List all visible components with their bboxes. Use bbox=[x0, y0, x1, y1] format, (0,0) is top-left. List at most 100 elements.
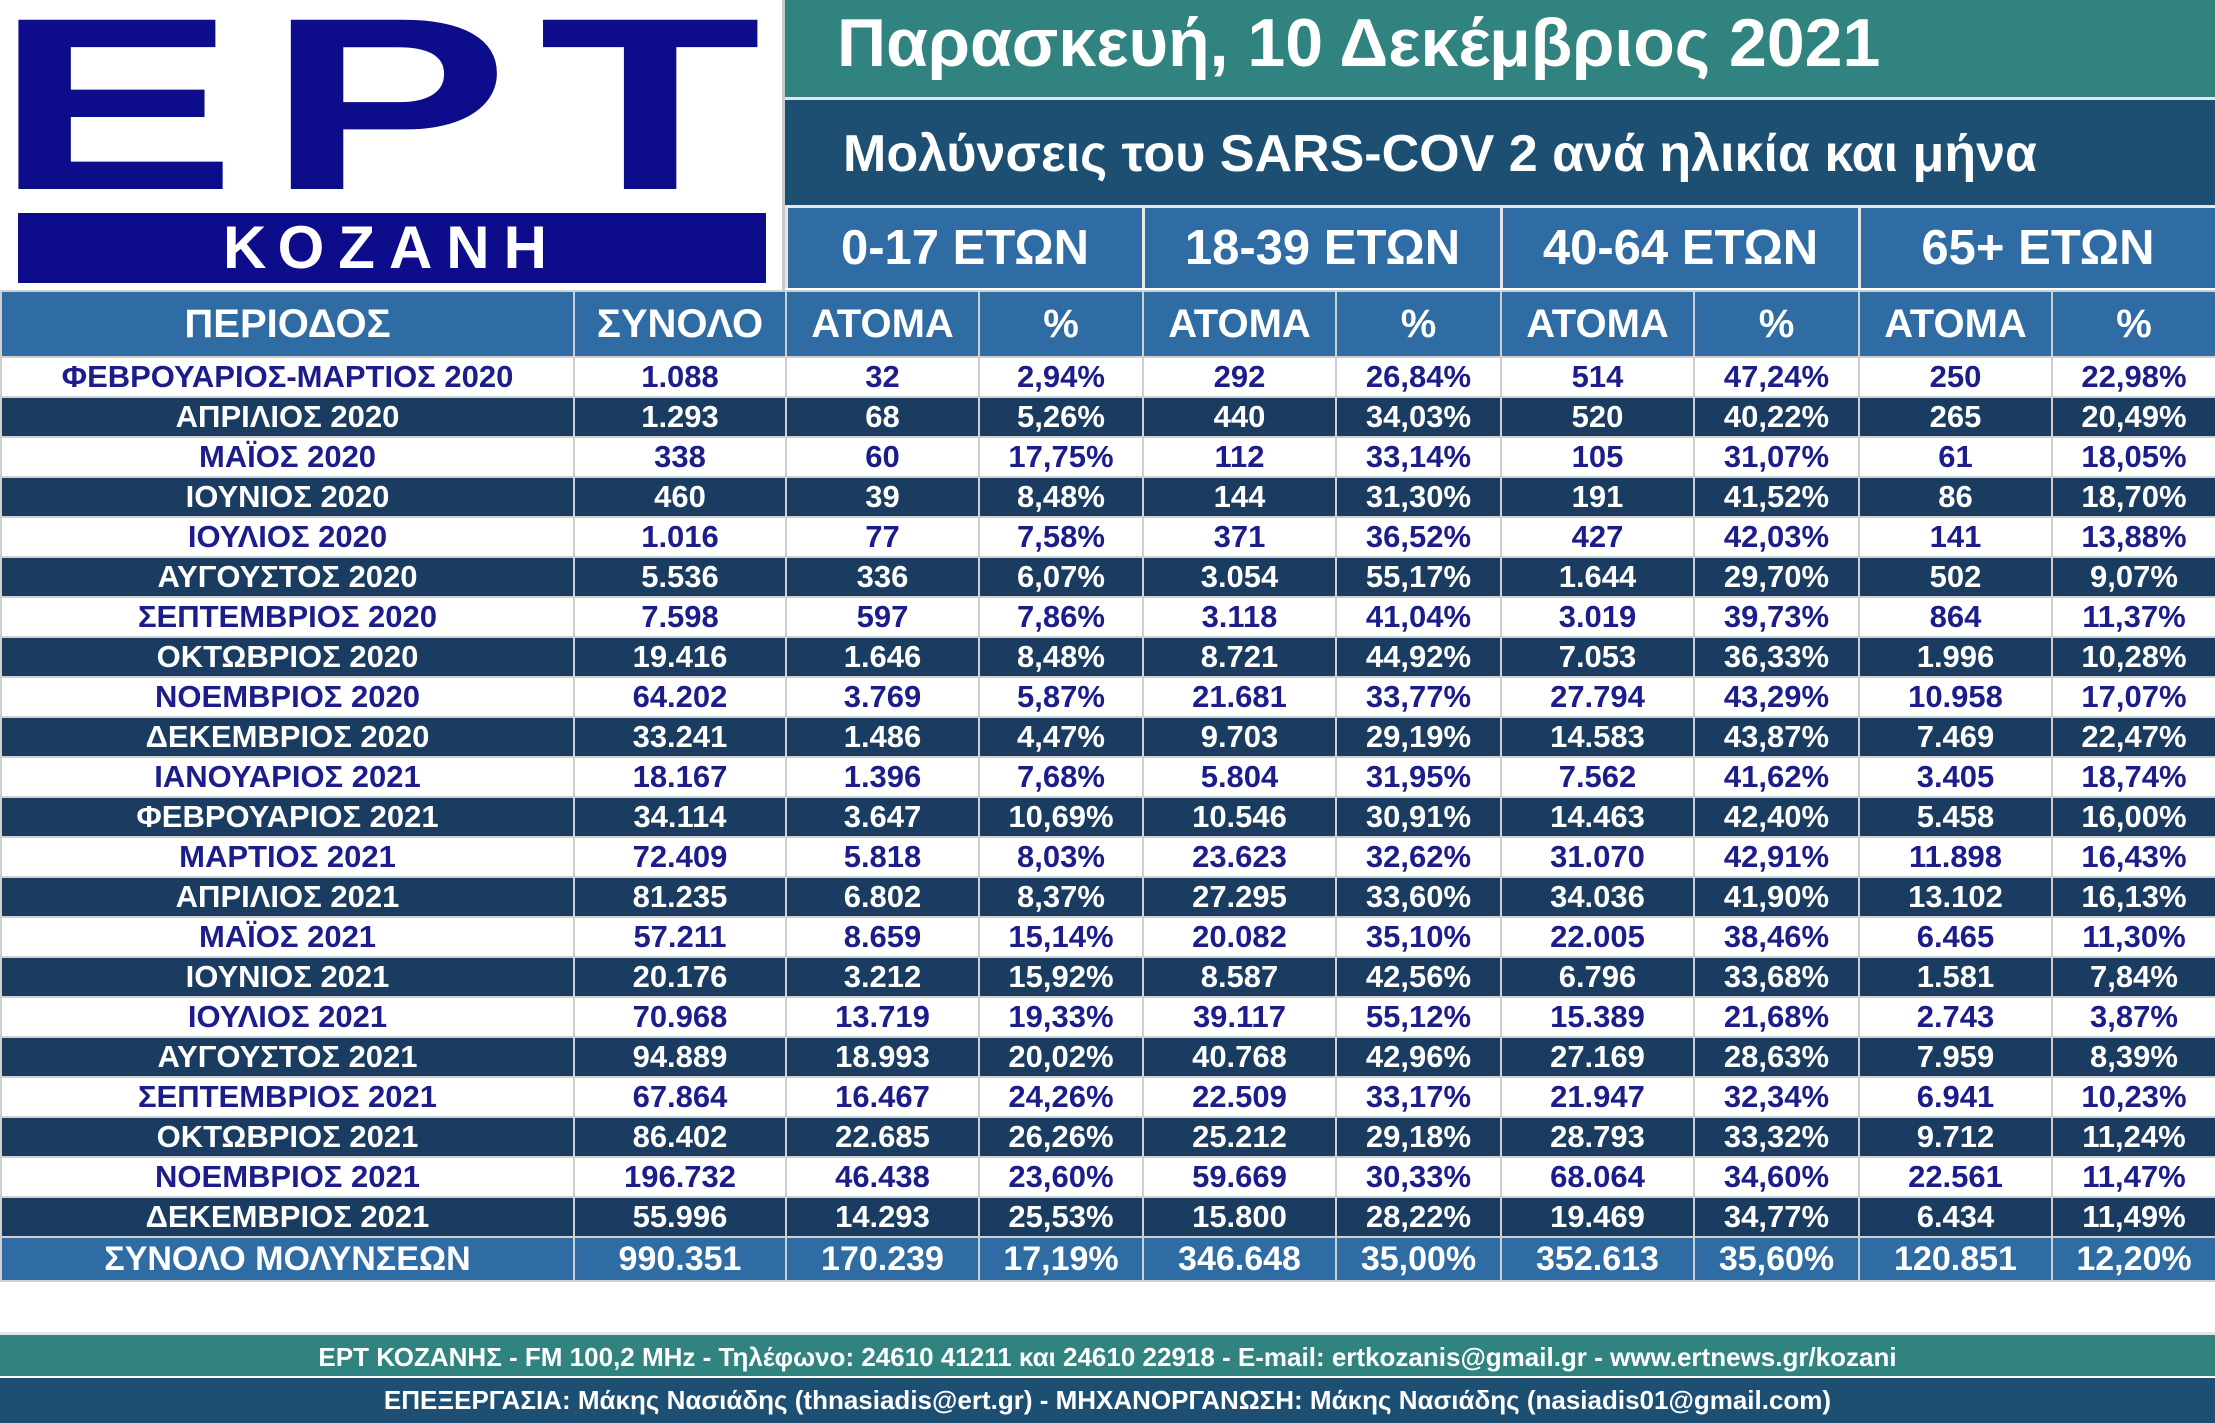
value-cell: 42,91% bbox=[1693, 836, 1860, 878]
period-cell: ΔΕΚΕΜΒΡΙΟΣ 2020 bbox=[0, 716, 575, 758]
value-cell: 33,77% bbox=[1335, 676, 1502, 718]
value-cell: 7,86% bbox=[978, 596, 1144, 638]
value-cell: 336 bbox=[785, 556, 980, 598]
value-cell: 10,69% bbox=[978, 796, 1144, 838]
value-cell: 5.804 bbox=[1142, 756, 1337, 798]
value-cell: 427 bbox=[1500, 516, 1695, 558]
value-cell: 44,92% bbox=[1335, 636, 1502, 678]
value-cell: 7.469 bbox=[1858, 716, 2053, 758]
value-cell: 21.681 bbox=[1142, 676, 1337, 718]
period-cell: ΙΟΥΝΙΟΣ 2020 bbox=[0, 476, 575, 518]
value-cell: 31,30% bbox=[1335, 476, 1502, 518]
value-cell: 10,28% bbox=[2051, 636, 2215, 678]
value-cell: 8.721 bbox=[1142, 636, 1337, 678]
value-cell: 35,10% bbox=[1335, 916, 1502, 958]
table-row: ΦΕΒΡΟΥΑΡΙΟΣ 2021 34.114 3.647 10,69% 10.546 3… bbox=[0, 796, 2215, 838]
value-cell: 17,75% bbox=[978, 436, 1144, 478]
value-cell: 460 bbox=[573, 476, 787, 518]
value-cell: 9.712 bbox=[1858, 1116, 2053, 1158]
value-cell: 33,60% bbox=[1335, 876, 1502, 918]
age-group-65-plus: 65+ ΕΤΩΝ bbox=[1858, 208, 2215, 288]
age-group-18-39: 18-39 ΕΤΩΝ bbox=[1142, 208, 1500, 288]
value-cell: 520 bbox=[1500, 396, 1695, 438]
age-group-header: 0-17 ΕΤΩΝ 18-39 ΕΤΩΝ 40-64 ΕΤΩΝ 65+ ΕΤΩΝ bbox=[785, 208, 2215, 290]
value-cell: 32,62% bbox=[1335, 836, 1502, 878]
value-cell: 3,87% bbox=[2051, 996, 2215, 1038]
footer-credits: ΕΠΕΞΕΡΓΑΣΙΑ: Μάκης Νασιάδης (thnasiadis@… bbox=[0, 1378, 2215, 1423]
value-cell: 13,88% bbox=[2051, 516, 2215, 558]
value-cell: 7,68% bbox=[978, 756, 1144, 798]
period-cell: ΔΕΚΕΜΒΡΙΟΣ 2021 bbox=[0, 1196, 575, 1238]
value-cell: 32 bbox=[785, 356, 980, 398]
table-row: ΑΥΓΟΥΣΤΟΣ 2021 94.889 18.993 20,02% 40.768 42… bbox=[0, 1036, 2215, 1078]
value-cell: 27.794 bbox=[1500, 676, 1695, 718]
value-cell: 27.295 bbox=[1142, 876, 1337, 918]
value-cell: 68.064 bbox=[1500, 1156, 1695, 1198]
value-cell: 30,33% bbox=[1335, 1156, 1502, 1198]
value-cell: 26,84% bbox=[1335, 356, 1502, 398]
table-row: ΦΕΒΡΟΥΑΡΙΟΣ-ΜΑΡΤΙΟΣ 2020 1.088 32 2,94% 292 2… bbox=[0, 356, 2215, 398]
value-cell: 32,34% bbox=[1693, 1076, 1860, 1118]
col-header-total: ΣΥΝΟΛΟ bbox=[573, 290, 787, 358]
total-cell: 170.239 bbox=[785, 1236, 980, 1282]
value-cell: 8,03% bbox=[978, 836, 1144, 878]
value-cell: 86 bbox=[1858, 476, 2053, 518]
value-cell: 19.416 bbox=[573, 636, 787, 678]
logo-band bbox=[18, 213, 766, 283]
period-cell: ΙΟΥΝΙΟΣ 2021 bbox=[0, 956, 575, 998]
value-cell: 27.169 bbox=[1500, 1036, 1695, 1078]
period-cell: ΜΑΡΤΙΟΣ 2021 bbox=[0, 836, 575, 878]
total-label: ΣΥΝΟΛΟ ΜΟΛΥΝΣΕΩΝ bbox=[0, 1236, 575, 1282]
col-header-persons: ΑΤΟΜΑ bbox=[785, 290, 980, 358]
period-cell: ΣΕΠΤΕΜΒΡΙΟΣ 2020 bbox=[0, 596, 575, 638]
period-cell: ΣΕΠΤΕΜΒΡΙΟΣ 2021 bbox=[0, 1076, 575, 1118]
col-header-percent: % bbox=[1335, 290, 1502, 358]
value-cell: 29,18% bbox=[1335, 1116, 1502, 1158]
value-cell: 39 bbox=[785, 476, 980, 518]
table-row: ΙΟΥΝΙΟΣ 2021 20.176 3.212 15,92% 8.587 42,56%… bbox=[0, 956, 2215, 998]
value-cell: 18.167 bbox=[573, 756, 787, 798]
value-cell: 20,02% bbox=[978, 1036, 1144, 1078]
value-cell: 9,07% bbox=[2051, 556, 2215, 598]
value-cell: 15.800 bbox=[1142, 1196, 1337, 1238]
value-cell: 22.509 bbox=[1142, 1076, 1337, 1118]
value-cell: 191 bbox=[1500, 476, 1695, 518]
period-cell: ΜΑΪΟΣ 2020 bbox=[0, 436, 575, 478]
value-cell: 40,22% bbox=[1693, 396, 1860, 438]
value-cell: 3.118 bbox=[1142, 596, 1337, 638]
value-cell: 47,24% bbox=[1693, 356, 1860, 398]
col-header-period: ΠΕΡΙΟΔΟΣ bbox=[0, 290, 575, 358]
value-cell: 41,52% bbox=[1693, 476, 1860, 518]
value-cell: 7.562 bbox=[1500, 756, 1695, 798]
col-header-percent: % bbox=[2051, 290, 2215, 358]
col-header-persons: ΑΤΟΜΑ bbox=[1858, 290, 2053, 358]
value-cell: 5.536 bbox=[573, 556, 787, 598]
value-cell: 22,98% bbox=[2051, 356, 2215, 398]
total-cell: 120.851 bbox=[1858, 1236, 2053, 1282]
total-cell: 346.648 bbox=[1142, 1236, 1337, 1282]
value-cell: 8,48% bbox=[978, 476, 1144, 518]
period-cell: ΑΠΡΙΛΙΟΣ 2020 bbox=[0, 396, 575, 438]
value-cell: 36,33% bbox=[1693, 636, 1860, 678]
value-cell: 19.469 bbox=[1500, 1196, 1695, 1238]
value-cell: 38,46% bbox=[1693, 916, 1860, 958]
table-row: ΝΟΕΜΒΡΙΟΣ 2020 64.202 3.769 5,87% 21.681 33,7… bbox=[0, 676, 2215, 718]
value-cell: 13.719 bbox=[785, 996, 980, 1038]
period-cell: ΦΕΒΡΟΥΑΡΙΟΣ-ΜΑΡΤΙΟΣ 2020 bbox=[0, 356, 575, 398]
value-cell: 1.396 bbox=[785, 756, 980, 798]
value-cell: 29,19% bbox=[1335, 716, 1502, 758]
value-cell: 250 bbox=[1858, 356, 2053, 398]
total-cell: 35,60% bbox=[1693, 1236, 1860, 1282]
value-cell: 28.793 bbox=[1500, 1116, 1695, 1158]
value-cell: 6.434 bbox=[1858, 1196, 2053, 1238]
table-row: ΑΥΓΟΥΣΤΟΣ 2020 5.536 336 6,07% 3.054 55,17% 1.… bbox=[0, 556, 2215, 598]
period-cell: ΟΚΤΩΒΡΙΟΣ 2020 bbox=[0, 636, 575, 678]
table-row: ΔΕΚΕΜΒΡΙΟΣ 2020 33.241 1.486 4,47% 9.703 29,1… bbox=[0, 716, 2215, 758]
total-cell: 990.351 bbox=[573, 1236, 787, 1282]
value-cell: 21.947 bbox=[1500, 1076, 1695, 1118]
value-cell: 34,77% bbox=[1693, 1196, 1860, 1238]
logo-brand-text: EPT bbox=[0, 0, 791, 242]
period-cell: ΑΥΓΟΥΣΤΟΣ 2020 bbox=[0, 556, 575, 598]
value-cell: 15,14% bbox=[978, 916, 1144, 958]
